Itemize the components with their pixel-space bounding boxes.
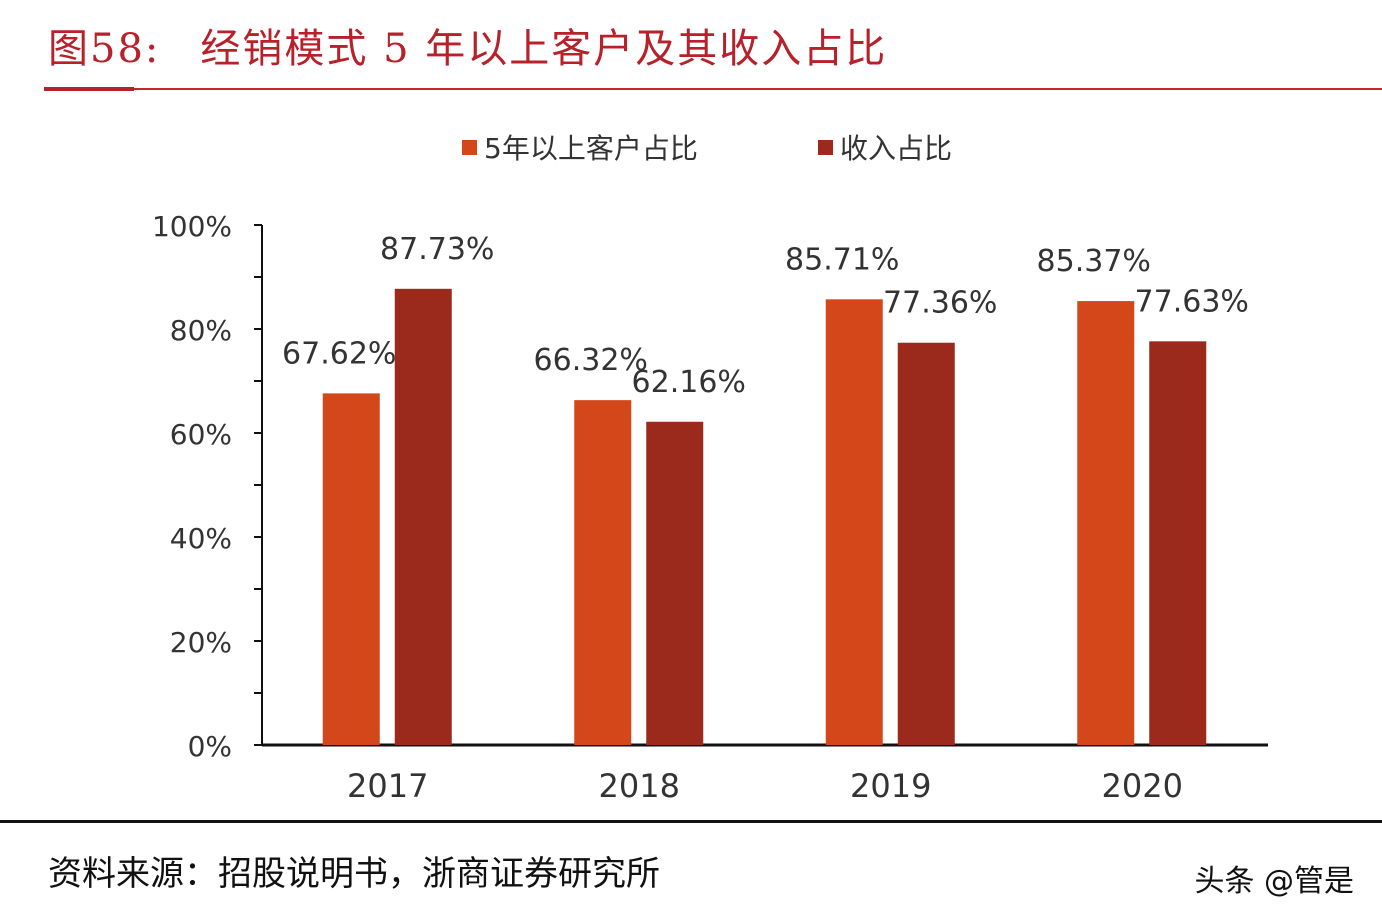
legend-swatch (818, 140, 833, 155)
figure-number: 图58: (48, 26, 161, 72)
figure-title: 图58: 经销模式 5 年以上客户及其收入占比 (48, 16, 887, 74)
data-label: 67.62% (282, 336, 396, 371)
x-tick-label: 2018 (599, 767, 680, 805)
y-tick-label: 20% (170, 626, 232, 659)
x-tick-label: 2020 (1102, 767, 1183, 805)
source-note: 资料来源：招股说明书，浙商证券研究所 (48, 854, 660, 894)
bar-revenue (394, 288, 452, 745)
bar-customers (574, 400, 632, 745)
data-label: 62.16% (632, 365, 746, 400)
bar-customers (1077, 301, 1135, 745)
bar-revenue (897, 342, 955, 745)
bar-customers (322, 393, 380, 745)
bar-revenue (1149, 341, 1207, 745)
legend-label: 5年以上客户占比 (484, 132, 698, 165)
x-tick-label: 2017 (347, 767, 428, 805)
y-tick-label: 100% (152, 210, 232, 243)
data-label: 85.37% (1037, 244, 1151, 279)
title-divider-accent (44, 87, 134, 91)
data-label: 87.73% (380, 232, 494, 267)
footer-divider (0, 820, 1382, 823)
x-tick-label: 2019 (850, 767, 931, 805)
legend-label: 收入占比 (840, 132, 952, 165)
legend-swatch (462, 140, 477, 155)
figure-title-text: 经销模式 5 年以上客户及其收入占比 (200, 26, 888, 72)
y-tick-label: 40% (170, 522, 232, 555)
watermark: 头条 @管是 (1194, 864, 1354, 899)
data-label: 66.32% (534, 343, 648, 378)
y-tick-label: 0% (188, 730, 232, 763)
y-tick-label: 60% (170, 418, 232, 451)
data-label: 77.36% (883, 286, 997, 321)
y-tick-label: 80% (170, 314, 232, 347)
bar-customers (825, 299, 883, 745)
title-divider (44, 88, 1382, 90)
data-label: 77.63% (1135, 284, 1249, 319)
bar-revenue (646, 421, 704, 745)
data-label: 85.71% (785, 242, 899, 277)
